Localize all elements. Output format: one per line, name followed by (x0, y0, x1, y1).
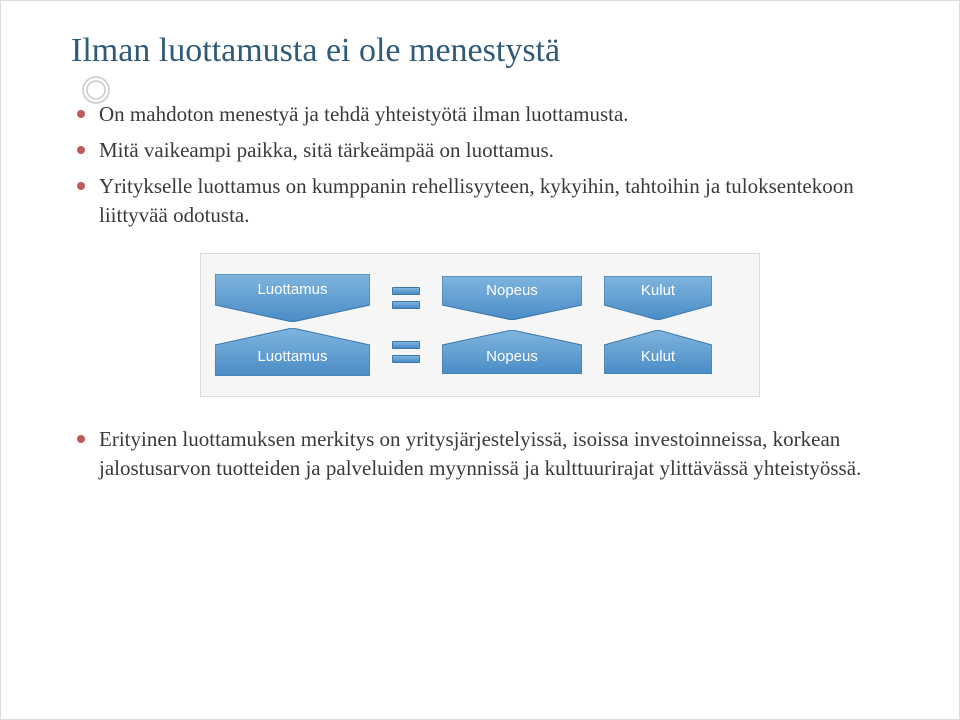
arrow-nopeus: Nopeus (442, 276, 582, 320)
arrow-kulut: Kulut (604, 330, 712, 374)
arrow-label: Kulut (604, 282, 712, 299)
bullet-item: On mahdoton menestyä ja tehdä yhteistyöt… (77, 100, 889, 128)
title-area: Ilman luottamusta ei ole menestystä (71, 31, 889, 72)
arrow-nopeus: Nopeus (442, 330, 582, 374)
arrow-label: Nopeus (442, 282, 582, 299)
arrow-label: Kulut (604, 348, 712, 365)
equals-icon (392, 287, 420, 309)
arrow-label: Luottamus (215, 348, 370, 365)
bullet-item: Erityinen luottamuksen merkitys on yrity… (77, 425, 889, 482)
bullet-item: Mitä vaikeampi paikka, sitä tärkeämpää o… (77, 136, 889, 164)
bullet-list-top: On mahdoton menestyä ja tehdä yhteistyöt… (77, 100, 889, 229)
trust-diagram: Luottamus Nopeus Kulut Luottamus Nopeus … (200, 253, 760, 397)
arrow-label: Nopeus (442, 348, 582, 365)
diagram-row: Luottamus Nopeus Kulut (215, 274, 745, 322)
bullet-list-bottom: Erityinen luottamuksen merkitys on yrity… (77, 425, 889, 482)
arrow-luottamus: Luottamus (215, 274, 370, 322)
page-title: Ilman luottamusta ei ole menestystä (71, 31, 889, 72)
arrow-luottamus: Luottamus (215, 328, 370, 376)
diagram-row: Luottamus Nopeus Kulut (215, 328, 745, 376)
slide: Ilman luottamusta ei ole menestystä On m… (0, 0, 960, 720)
bullet-item: Yritykselle luottamus on kumppanin rehel… (77, 172, 889, 229)
arrow-label: Luottamus (215, 281, 370, 298)
equals-icon (392, 341, 420, 363)
arrow-kulut: Kulut (604, 276, 712, 320)
